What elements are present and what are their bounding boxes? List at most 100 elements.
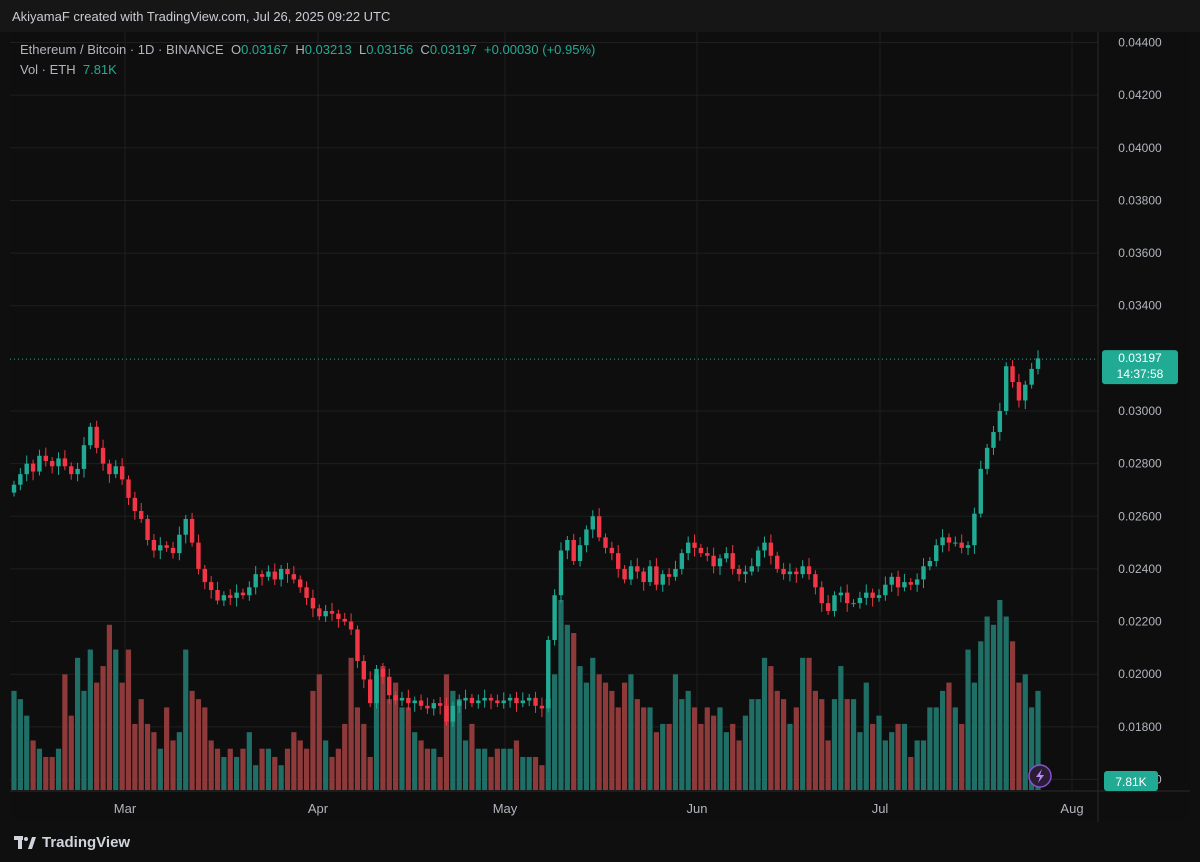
candle-body [304, 587, 309, 598]
y-tick-label: 0.04200 [1118, 88, 1162, 102]
volume-bar [106, 624, 113, 790]
volume-bar [819, 699, 825, 790]
candle-body [507, 697, 513, 701]
lightning-icon[interactable] [1028, 764, 1052, 788]
candle-body [259, 574, 265, 577]
volume-bar [615, 707, 621, 790]
candle-body [253, 574, 258, 588]
candle-body [361, 661, 367, 680]
volume-bar [959, 723, 965, 790]
ohlc-row: Ethereum / Bitcoin · 1D · BINANCE O0.031… [20, 40, 595, 60]
low-value: 0.03156 [366, 42, 414, 57]
volume-bar [749, 699, 755, 790]
volume-bar [482, 748, 488, 790]
candle-body [953, 542, 958, 544]
volume-bar [494, 748, 500, 790]
volume-bar [367, 756, 373, 790]
candle-body [819, 587, 824, 604]
candle-body [444, 705, 449, 722]
volume-bar [81, 690, 87, 790]
volume-bar [946, 682, 952, 790]
volume-bar [520, 756, 526, 790]
candle-body [100, 447, 106, 464]
volume-bar [711, 715, 717, 790]
volume-bar [450, 690, 456, 790]
candle-body [412, 700, 417, 704]
candle-body [787, 571, 793, 575]
volume-bar [75, 657, 81, 790]
volume-bar [704, 707, 710, 790]
volume-bar [952, 707, 958, 790]
volume-bar [806, 657, 812, 790]
candle-body [272, 571, 277, 580]
close-value: 0.03197 [429, 42, 477, 57]
candle-body [622, 568, 627, 580]
volume-bar [876, 715, 882, 790]
candle-body [1029, 368, 1034, 385]
volume-bar [87, 649, 93, 790]
volume-bar [119, 682, 125, 790]
volume-bar [405, 707, 411, 790]
volume-bar [564, 624, 570, 790]
volume-bar [380, 666, 386, 790]
volume-bar [234, 756, 240, 790]
volume-bar [691, 707, 698, 790]
candle-body [189, 518, 195, 543]
volume-bar [857, 732, 863, 790]
candle-body [208, 582, 214, 590]
volume-bar [984, 616, 990, 790]
candle-body [558, 550, 564, 596]
volume-bar [736, 740, 742, 790]
volume-bar [621, 682, 628, 790]
candle-body [889, 576, 894, 585]
candle-body [291, 574, 297, 580]
volume-bar [246, 732, 252, 790]
candle-body [647, 566, 653, 583]
candle-body [851, 603, 856, 605]
y-tick-label: 0.03000 [1118, 404, 1162, 418]
volume-badge: 7.81K [1104, 771, 1158, 791]
candle-body [628, 566, 634, 580]
volume-bar [462, 740, 469, 790]
candle-body [571, 539, 576, 562]
volume-bar [971, 682, 977, 790]
volume-bar [895, 723, 901, 790]
volume-bar [552, 674, 558, 790]
candle-body [584, 529, 589, 546]
volume-bar [641, 707, 647, 790]
volume-bar [214, 748, 221, 790]
candle-body [603, 537, 608, 548]
candle-body [317, 608, 322, 617]
candle-body [717, 558, 723, 567]
candle-body [240, 592, 246, 596]
volume-bar [698, 723, 704, 790]
candle-body [934, 545, 939, 562]
volume-bar [787, 723, 793, 790]
candle-body [24, 463, 29, 475]
volume-bar [151, 732, 157, 790]
volume-bar [780, 699, 787, 790]
y-tick-label: 0.03400 [1118, 299, 1162, 313]
y-tick-label: 0.02800 [1118, 457, 1162, 471]
volume-bar [386, 699, 392, 790]
candle-body [336, 613, 341, 619]
volume-bar [475, 748, 481, 790]
candle-body [132, 497, 138, 512]
symbol-title: Ethereum / Bitcoin · 1D · BINANCE [20, 42, 224, 57]
volume-bar [291, 732, 297, 790]
volume-bar [259, 748, 265, 790]
candle-body [431, 703, 436, 709]
tradingview-logo[interactable]: TradingView [14, 834, 130, 851]
volume-bar [443, 674, 450, 790]
y-tick-label: 0.04400 [1118, 36, 1162, 50]
candle-body [984, 447, 990, 469]
candle-body [355, 629, 360, 662]
candle-body [170, 547, 176, 554]
candle-body [69, 466, 74, 475]
candle-body [183, 518, 188, 535]
candle-body [221, 595, 227, 601]
volume-bar [978, 641, 984, 790]
volume-bar [189, 690, 195, 790]
candle-body [940, 537, 945, 546]
